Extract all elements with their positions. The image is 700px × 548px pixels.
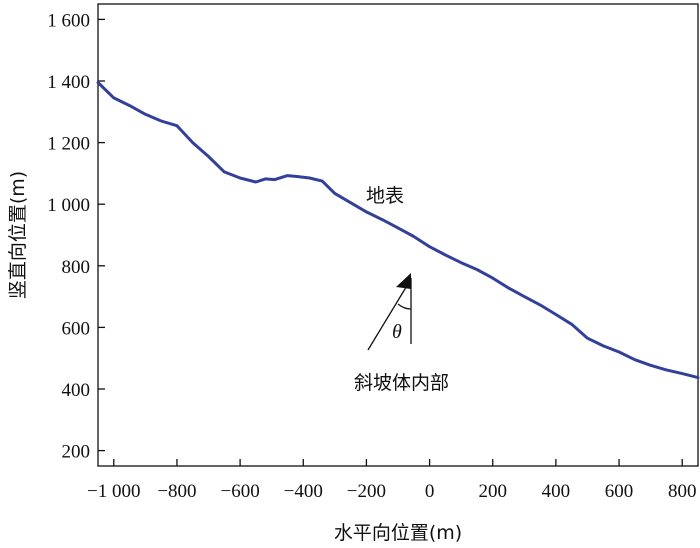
y-tick-label: 400 bbox=[62, 380, 91, 401]
inclined-line bbox=[367, 283, 409, 351]
angle-arc bbox=[397, 303, 412, 310]
x-tick-label: 200 bbox=[478, 481, 507, 502]
theta-symbol: θ bbox=[392, 321, 402, 343]
x-tick-label: 400 bbox=[542, 481, 571, 502]
x-tick-label: 0 bbox=[425, 481, 435, 502]
x-tick-label: −1 000 bbox=[87, 481, 140, 502]
surface-label: 地表 bbox=[366, 185, 404, 207]
annotations: 地表 θ 斜坡体内部 bbox=[354, 185, 449, 394]
y-tick-label: 1 200 bbox=[47, 134, 90, 155]
y-tick-label: 200 bbox=[62, 442, 91, 463]
x-tick-label: 600 bbox=[605, 481, 634, 502]
x-tick-label: −200 bbox=[347, 481, 386, 502]
plot-frame bbox=[97, 3, 699, 467]
arrowhead-icon bbox=[396, 273, 411, 289]
x-tick-label: −800 bbox=[157, 481, 196, 502]
y-tick-label: 1 600 bbox=[47, 10, 90, 31]
x-tick-label: −600 bbox=[220, 481, 259, 502]
slope-interior-label: 斜坡体内部 bbox=[354, 372, 449, 394]
axes: −1 000 −800 −600 −400 −200 0 200 400 600 800 200 40… bbox=[7, 3, 699, 544]
y-tick-label: 800 bbox=[62, 257, 91, 278]
y-tick-label: 600 bbox=[62, 318, 91, 339]
ground-surface-line bbox=[96, 81, 700, 380]
series-group bbox=[96, 81, 700, 380]
x-axis-label: 水平向位置(m) bbox=[334, 522, 462, 544]
y-tick-label: 1 400 bbox=[47, 72, 90, 93]
x-tick-label: −400 bbox=[284, 481, 323, 502]
y-tick-label: 1 000 bbox=[47, 195, 90, 216]
y-axis-label: 竖直向位置(m) bbox=[7, 171, 29, 299]
x-tick-label: 800 bbox=[668, 481, 697, 502]
